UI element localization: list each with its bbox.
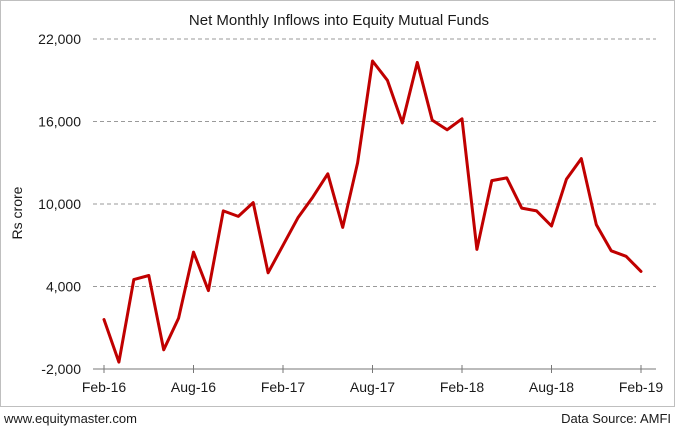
- chart-title: Net Monthly Inflows into Equity Mutual F…: [189, 12, 489, 29]
- x-tick-label: Feb-17: [261, 379, 306, 395]
- chart-frame: Net Monthly Inflows into Equity Mutual F…: [0, 0, 675, 407]
- x-tick-label: Feb-16: [82, 379, 127, 395]
- x-tick-label: Aug-16: [171, 379, 216, 395]
- series-group: [102, 59, 643, 364]
- x-tick-label: Aug-18: [529, 379, 574, 395]
- data-source: Data Source: AMFI: [561, 411, 671, 426]
- line-chart: Net Monthly Inflows into Equity Mutual F…: [9, 12, 664, 395]
- x-axis-ticks: Feb-16 Aug-16 Feb-17 Aug-17 Feb-18 Aug-18 Feb-…: [82, 365, 664, 395]
- x-tick-label: Feb-18: [440, 379, 485, 395]
- y-tick-label: -2,000: [41, 361, 81, 377]
- y-tick-label: 16,000: [38, 114, 81, 130]
- y-tick-label: 4,000: [46, 279, 81, 295]
- x-tick-label: Aug-17: [350, 379, 395, 395]
- y-axis-ticks: -2,000 4,000 10,000 16,000 22,000: [38, 31, 81, 377]
- y-tick-label: 10,000: [38, 196, 81, 212]
- website-credit: www.equitymaster.com: [4, 411, 137, 426]
- y-axis-label: Rs crore: [9, 186, 25, 239]
- series-line: [102, 59, 643, 364]
- y-tick-label: 22,000: [38, 31, 81, 47]
- x-tick-label: Feb-19: [619, 379, 664, 395]
